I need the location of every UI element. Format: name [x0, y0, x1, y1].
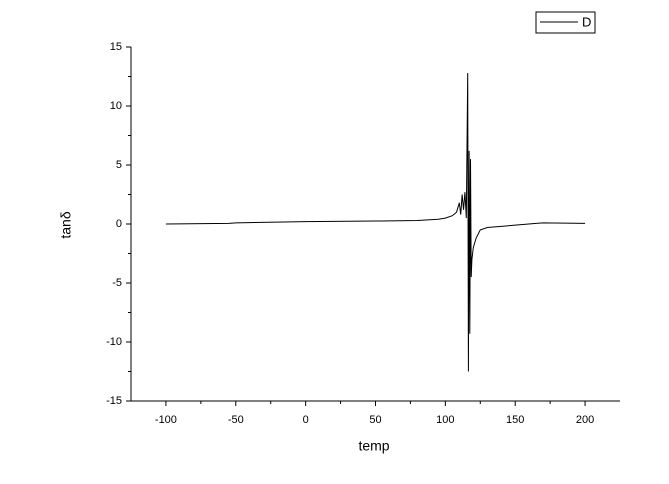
y-tick-label: 5: [116, 159, 122, 171]
x-tick-label: 50: [369, 414, 381, 426]
y-tick-label: 10: [110, 100, 122, 112]
x-tick-label: 100: [436, 414, 454, 426]
y-tick-label: 15: [110, 41, 122, 53]
x-tick-label: 0: [303, 414, 309, 426]
y-tick-label: -15: [106, 395, 122, 407]
y-tick-label: -10: [106, 336, 122, 348]
data-line: [165, 72, 586, 372]
y-tick-label: 0: [116, 218, 122, 230]
x-tick-label: -100: [155, 414, 177, 426]
x-tick-label: 150: [506, 414, 524, 426]
x-tick-label: 200: [576, 414, 594, 426]
x-tick-label: -50: [228, 414, 244, 426]
y-axis-title: tanδ: [58, 211, 74, 238]
y-tick-label: -5: [112, 277, 122, 289]
legend-label: D: [582, 14, 591, 29]
x-axis-title: temp: [358, 438, 389, 454]
